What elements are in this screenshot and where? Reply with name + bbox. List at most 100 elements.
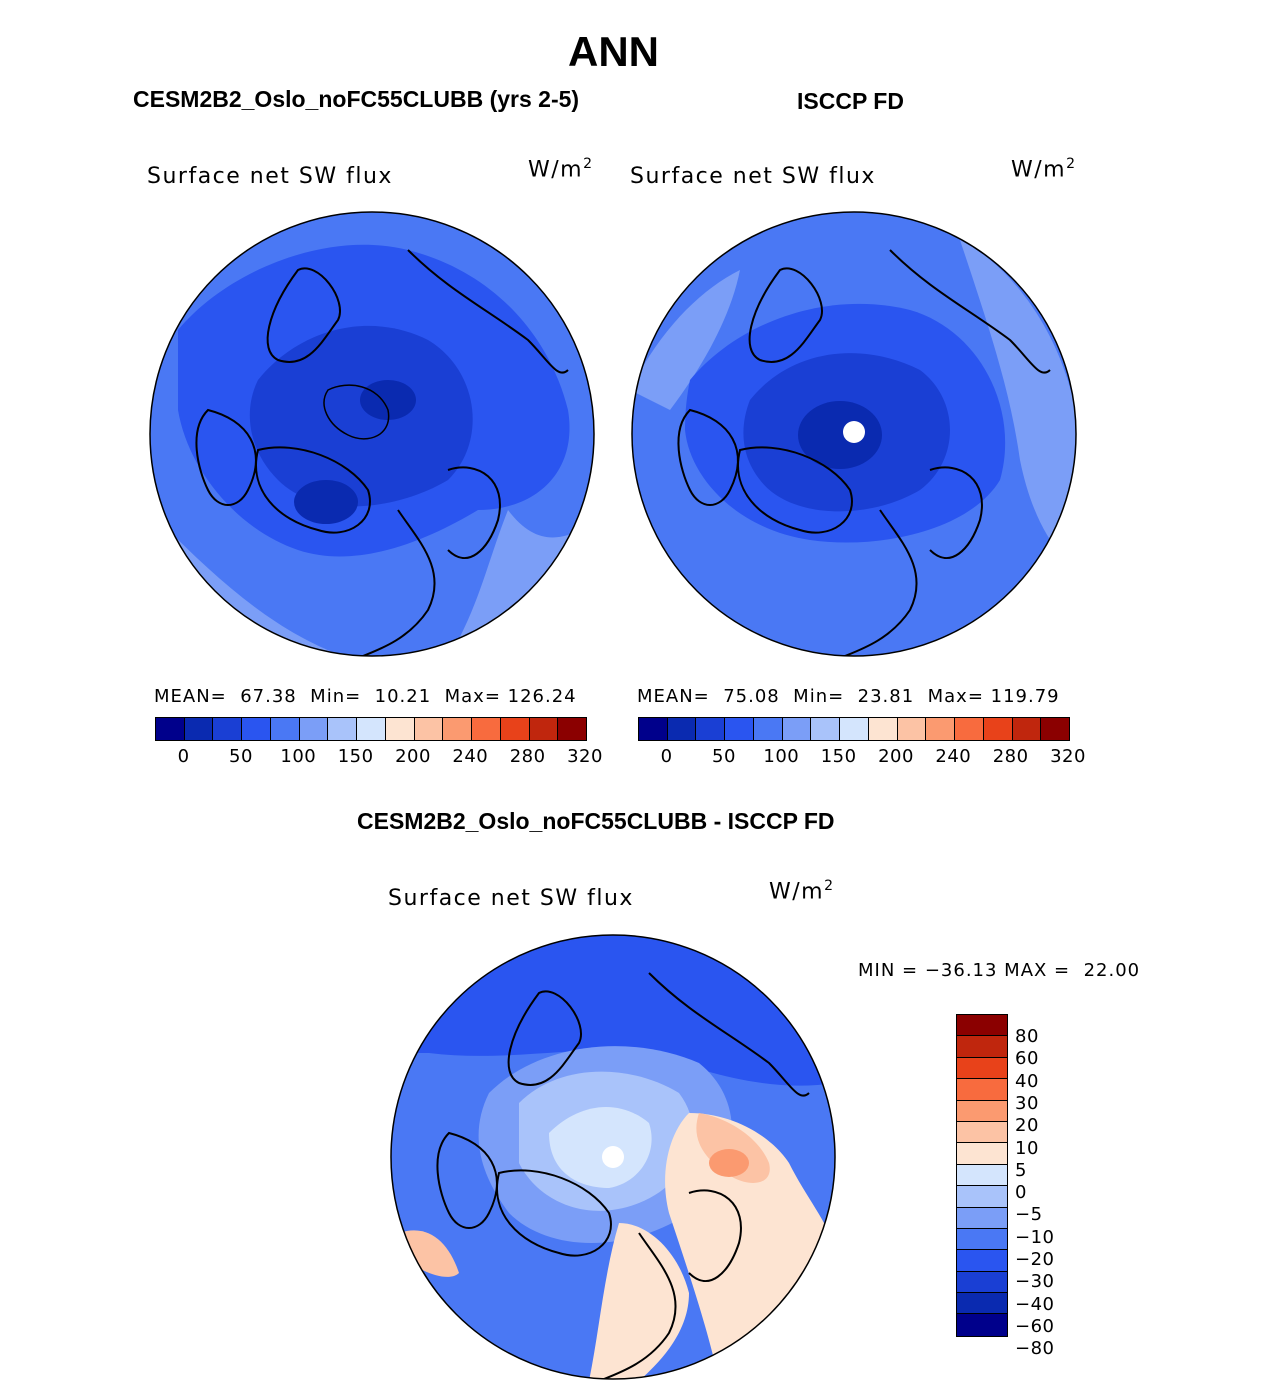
colorbar-swatch xyxy=(957,1143,1007,1165)
obs-stats: MEAN= 75.08 Min= 23.81 Max= 119.79 xyxy=(637,686,1060,707)
colorbar-swatch xyxy=(782,718,812,740)
coastline xyxy=(748,267,823,363)
colorbar-tick-label: 50 xyxy=(229,746,253,767)
coastline xyxy=(357,509,436,656)
coastline xyxy=(255,446,371,534)
map-fill-dark xyxy=(249,325,473,507)
colorbar-swatch xyxy=(957,1293,1007,1315)
coastline xyxy=(447,466,501,560)
colorbar-tick-label: 0 xyxy=(177,746,190,767)
colorbar-tick-label: 320 xyxy=(1050,746,1086,767)
units-base: W/m xyxy=(769,879,825,905)
colorbar-swatch xyxy=(328,718,358,740)
map-fill-darkest xyxy=(360,380,416,420)
colorbar-swatch xyxy=(299,718,329,740)
model-variable-label: Surface net SW flux xyxy=(147,164,393,189)
obs-polar-map xyxy=(631,211,1077,657)
colorbar-tick-label: 100 xyxy=(763,746,800,767)
colorbar-swatch xyxy=(753,718,783,740)
colorbar-tick-label: 30 xyxy=(1015,1092,1039,1114)
colorbar-swatch xyxy=(242,718,271,740)
model-units-label: W/m2 xyxy=(528,156,594,182)
colorbar-tick-label: 40 xyxy=(1015,1070,1039,1092)
colorbar-swatch xyxy=(957,1250,1007,1272)
map-outline xyxy=(149,211,595,657)
model-colorbar xyxy=(155,717,587,741)
map-fill-darkest xyxy=(294,480,358,524)
colorbar-swatch xyxy=(357,718,386,740)
map-fill-darkest xyxy=(798,401,882,469)
colorbar-swatch xyxy=(957,1100,1007,1122)
model-colorbar-ticks: 0 50 100 150 200 240 280 320 xyxy=(155,746,603,770)
units-exponent: 2 xyxy=(583,156,594,172)
pole-missing-data xyxy=(843,421,865,443)
colorbar-tick-label: 280 xyxy=(509,746,546,767)
colorbar-swatch xyxy=(385,718,415,740)
colorbar-swatch xyxy=(270,718,300,740)
colorbar-swatch xyxy=(955,718,984,740)
coastline xyxy=(677,408,739,506)
coastline xyxy=(648,972,810,1097)
colorbar-swatch xyxy=(840,718,869,740)
obs-colorbar-ticks: 0 50 100 150 200 240 280 320 xyxy=(638,746,1086,770)
colorbar-tick-label: 200 xyxy=(395,746,431,767)
colorbar-swatch xyxy=(529,718,559,740)
map-fill-near-zero xyxy=(549,1106,652,1188)
colorbar-tick-label: 240 xyxy=(452,746,489,767)
colorbar-swatch xyxy=(725,718,754,740)
diff-colorbar xyxy=(956,1014,1008,1337)
colorbar-tick-label: −10 xyxy=(1015,1226,1055,1248)
diff-colorbar-ticks: 80 60 40 30 20 10 5 0 −5 −10 −20 −30 −40 −60 −80 xyxy=(1015,1014,1095,1359)
colorbar-swatch xyxy=(1041,718,1070,740)
colorbar-tick-label: 20 xyxy=(1015,1115,1039,1137)
colorbar-tick-label: 0 xyxy=(1015,1182,1027,1204)
colorbar-tick-label: 280 xyxy=(992,746,1029,767)
map-fill-salmon xyxy=(696,1113,770,1183)
coastline xyxy=(507,990,582,1086)
coastline xyxy=(598,1232,677,1379)
units-base: W/m xyxy=(1011,157,1067,183)
diff-variable-label: Surface net SW flux xyxy=(388,886,634,911)
colorbar-tick-label: −40 xyxy=(1015,1293,1055,1315)
obs-variable-label: Surface net SW flux xyxy=(630,164,876,189)
colorbar-swatch xyxy=(957,1121,1007,1144)
colorbar-tick-label: −5 xyxy=(1015,1204,1043,1226)
colorbar-swatch xyxy=(957,1057,1007,1080)
colorbar-tick-label: 320 xyxy=(567,746,603,767)
colorbar-tick-label: −30 xyxy=(1015,1271,1055,1293)
colorbar-swatch xyxy=(443,718,473,740)
colorbar-tick-label: 150 xyxy=(337,746,374,767)
colorbar-tick-label: 50 xyxy=(712,746,736,767)
colorbar-tick-label: −60 xyxy=(1015,1315,1055,1337)
colorbar-swatch xyxy=(414,718,444,740)
colorbar-swatch xyxy=(811,718,841,740)
colorbar-swatch xyxy=(558,718,587,740)
map-fill-orange xyxy=(709,1149,749,1177)
colorbar-swatch xyxy=(957,1186,1007,1208)
colorbar-tick-label: 200 xyxy=(878,746,914,767)
diff-units-label: W/m2 xyxy=(769,878,835,904)
coastline xyxy=(839,509,918,656)
colorbar-swatch xyxy=(957,1015,1007,1037)
units-exponent: 2 xyxy=(1066,156,1077,172)
coastline xyxy=(407,249,569,374)
coastline xyxy=(737,446,853,534)
map-outline xyxy=(631,211,1077,657)
colorbar-swatch xyxy=(696,718,726,740)
map-outline xyxy=(390,934,836,1380)
colorbar-tick-label: 0 xyxy=(660,746,673,767)
panel-title-obs: ISCCP FD xyxy=(797,88,904,114)
coastline xyxy=(266,267,341,363)
coastline xyxy=(195,408,257,506)
map-fill-mid xyxy=(391,935,835,1086)
colorbar-swatch xyxy=(156,718,185,740)
diff-minmax: MIN = −36.13 MAX = 22.00 xyxy=(858,960,1141,981)
obs-colorbar xyxy=(638,717,1070,741)
colorbar-swatch xyxy=(667,718,697,740)
coastline xyxy=(496,1169,612,1257)
colorbar-swatch xyxy=(957,1207,1007,1229)
coastline xyxy=(929,466,983,560)
panel-title-model: CESM2B2_Oslo_noFC55CLUBB (yrs 2-5) xyxy=(133,86,580,112)
model-stats: MEAN= 67.38 Min= 10.21 Max= 126.24 xyxy=(154,686,577,707)
colorbar-tick-label: 150 xyxy=(820,746,857,767)
